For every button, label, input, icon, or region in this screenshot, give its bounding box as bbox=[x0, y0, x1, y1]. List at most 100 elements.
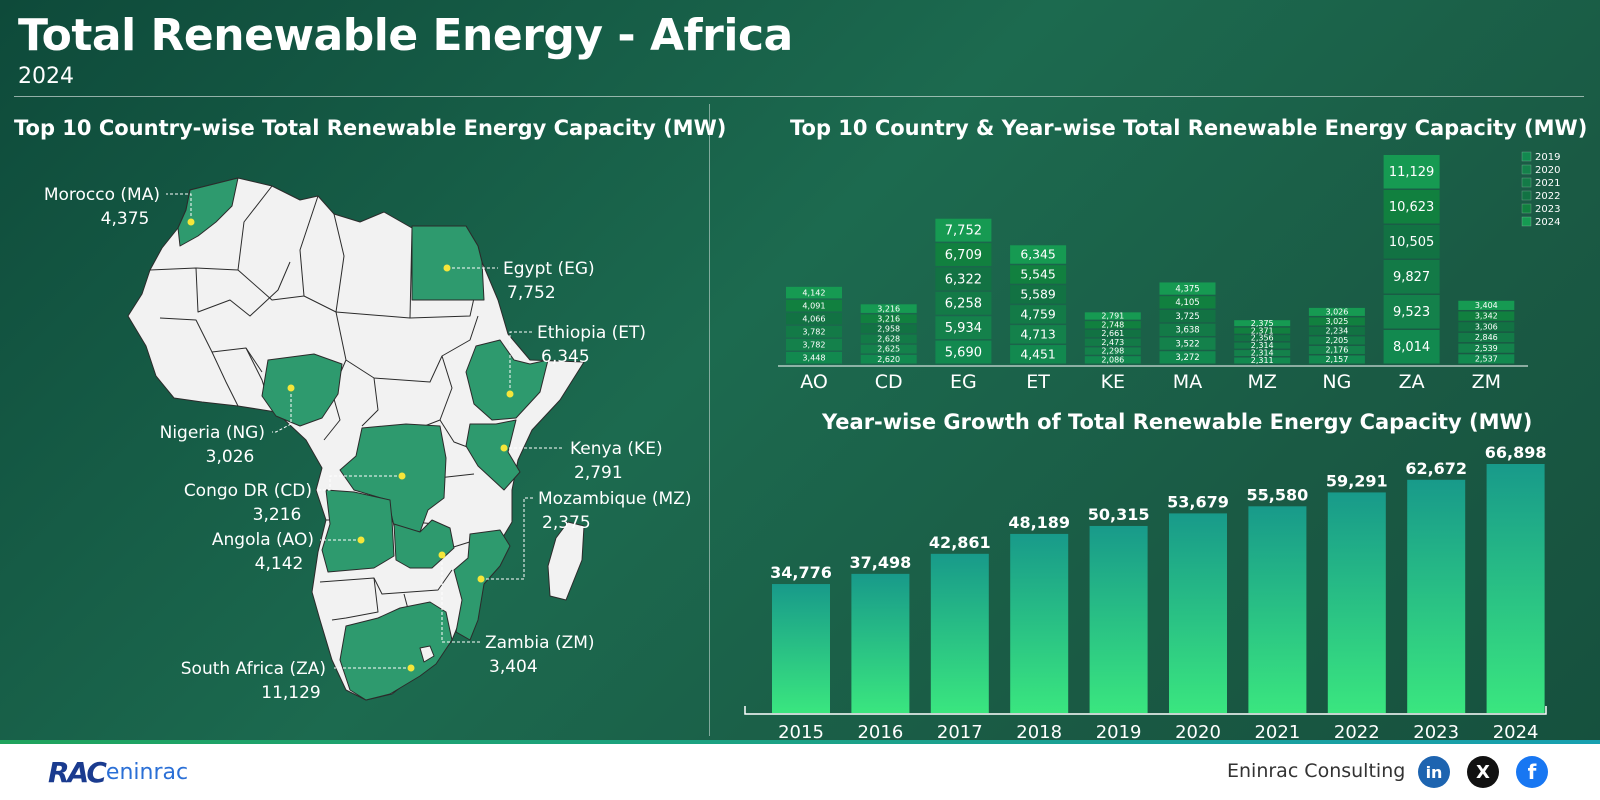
country-marker bbox=[357, 536, 365, 544]
stacked-segment-label: 5,545 bbox=[1020, 267, 1055, 282]
country-value-label: 3,216 bbox=[253, 505, 302, 525]
growth-year-label: 2024 bbox=[1493, 722, 1539, 743]
stacked-segment-label: 5,690 bbox=[945, 345, 982, 360]
leader-line bbox=[318, 475, 397, 491]
stacked-bar-segment bbox=[786, 338, 842, 351]
stacked-segment-label: 9,523 bbox=[1393, 305, 1430, 320]
growth-value-label: 42,861 bbox=[929, 533, 991, 552]
growth-bar bbox=[1169, 513, 1227, 713]
stacked-segment-label: 4,066 bbox=[802, 313, 825, 323]
growth-bar bbox=[1486, 464, 1545, 713]
map-label-kenya-ke: Kenya (KE) 2,791 bbox=[500, 439, 663, 483]
stacked-segment-label: 2,371 bbox=[1251, 326, 1274, 335]
stacked-bar-segment bbox=[1458, 300, 1515, 310]
country-ethiopia bbox=[465, 339, 549, 421]
stacked-segment-label: 3,782 bbox=[802, 326, 825, 336]
stacked-segment-label: 3,342 bbox=[1475, 312, 1498, 321]
growth-x-axis bbox=[744, 706, 1547, 715]
growth-bar bbox=[772, 584, 830, 713]
growth-value-label: 50,315 bbox=[1088, 505, 1150, 524]
growth-year-label: 2019 bbox=[1096, 722, 1142, 743]
page-subtitle: 2024 bbox=[18, 64, 74, 89]
panel-divider bbox=[709, 104, 710, 736]
brand-logo-rac: RAC bbox=[48, 755, 107, 789]
stacked-segment-label: 11,129 bbox=[1389, 165, 1435, 180]
map-label-congo-dr-cd: Congo DR (CD) 3,216 bbox=[184, 472, 406, 525]
stacked-segment-label: 3,216 bbox=[877, 304, 900, 313]
map-annotations: Morocco (MA) 4,375 Egypt (EG) 7,752 Ethiopia… bbox=[44, 185, 692, 703]
stacked-bar-segment bbox=[1383, 225, 1440, 259]
legend-swatch bbox=[1521, 164, 1532, 175]
country-name-label: Morocco (MA) bbox=[44, 185, 160, 205]
leader-line bbox=[509, 331, 532, 388]
growth-bar bbox=[1248, 506, 1307, 713]
stacked-bar-segment bbox=[1159, 309, 1216, 323]
stacked-bar-segment bbox=[1234, 357, 1291, 364]
growth-chart: 34,776 2015 37,498 2016 42,861 2017 48,189 2018… bbox=[744, 443, 1547, 743]
stacked-bar-segment bbox=[1010, 285, 1067, 304]
stacked-bar-segment bbox=[1159, 351, 1216, 364]
stacked-bar-segment bbox=[786, 286, 842, 299]
stacked-segment-label: 5,934 bbox=[945, 321, 982, 336]
legend-label: 2022 bbox=[1535, 191, 1560, 202]
growth-year-label: 2015 bbox=[778, 722, 824, 743]
x-icon[interactable]: X bbox=[1467, 756, 1499, 788]
stacked-category-label: NG bbox=[1322, 371, 1351, 393]
country-name-label: Mozambique (MZ) bbox=[538, 489, 692, 509]
legend-swatch bbox=[1521, 151, 1532, 162]
stacked-category-label: ZA bbox=[1399, 371, 1425, 393]
country-south-africa bbox=[339, 601, 453, 701]
facebook-icon[interactable]: f bbox=[1516, 756, 1548, 788]
country-value-label: 2,375 bbox=[542, 513, 591, 533]
stacked-bar-segment bbox=[1234, 350, 1291, 357]
stacked-bar-segment bbox=[935, 291, 992, 315]
country-marker bbox=[407, 664, 415, 672]
stacked-segment-label: 6,709 bbox=[945, 248, 982, 263]
stacked-segment-label: 3,216 bbox=[877, 314, 900, 323]
stacked-bar-segment bbox=[1308, 345, 1365, 354]
legend-swatch bbox=[1521, 203, 1532, 214]
page-title: Total Renewable Energy - Africa bbox=[18, 10, 793, 61]
country-name-label: Egypt (EG) bbox=[503, 259, 595, 279]
country-value-label: 2,791 bbox=[574, 463, 623, 483]
visualization-canvas: Morocco (MA) 4,375 Egypt (EG) 7,752 Ethiopia… bbox=[44, 151, 1560, 743]
stacked-segment-label: 2,628 bbox=[877, 335, 900, 344]
stacked-bar-segment bbox=[1458, 354, 1515, 364]
leader-line bbox=[166, 193, 192, 216]
stacked-bar-segment bbox=[1084, 312, 1141, 320]
stacked-bar-segment bbox=[1458, 332, 1515, 343]
growth-bar bbox=[1407, 479, 1466, 713]
stacked-segment-label: 4,375 bbox=[1175, 284, 1199, 294]
stacked-bar-segment bbox=[1159, 337, 1216, 350]
stacked-bar-segment bbox=[1084, 321, 1141, 329]
country-marker bbox=[443, 264, 451, 272]
stacked-category-label: MA bbox=[1173, 371, 1202, 393]
growth-year-label: 2017 bbox=[937, 722, 983, 743]
growth-year-label: 2023 bbox=[1413, 722, 1459, 743]
legend-swatch bbox=[1521, 177, 1532, 188]
growth-bar bbox=[851, 573, 910, 713]
linkedin-icon[interactable]: in bbox=[1418, 756, 1450, 788]
map-label-zambia-zm: Zambia (ZM) 3,404 bbox=[438, 551, 595, 677]
stacked-segment-label: 2,205 bbox=[1325, 336, 1348, 345]
stacked-bar-segment bbox=[860, 314, 917, 324]
country-name-label: South Africa (ZA) bbox=[181, 659, 326, 679]
stacked-bar-segment bbox=[1308, 307, 1365, 316]
stacked-bar-segment bbox=[1234, 342, 1291, 349]
growth-value-label: 59,291 bbox=[1326, 471, 1388, 490]
stacked-segment-label: 2,620 bbox=[877, 355, 900, 364]
stacked-segment-label: 2,356 bbox=[1251, 334, 1274, 343]
stacked-segment-label: 2,314 bbox=[1251, 349, 1274, 358]
country-name-label: Angola (AO) bbox=[212, 530, 314, 550]
leader-line bbox=[272, 394, 292, 433]
growth-value-label: 37,498 bbox=[850, 553, 912, 572]
growth-value-label: 53,679 bbox=[1167, 492, 1229, 511]
stacked-segment-label: 5,589 bbox=[1020, 287, 1056, 302]
stacked-segment-label: 10,623 bbox=[1389, 200, 1435, 215]
stacked-segment-label: 3,725 bbox=[1175, 312, 1199, 322]
stacked-bar-segment bbox=[1084, 356, 1141, 364]
stacked-bar-segment bbox=[1458, 343, 1515, 353]
stacked-bar-segment bbox=[1010, 265, 1067, 284]
stacked-chart: 3,4483,7823,7824,0664,0914,142AO2,6202,6… bbox=[778, 151, 1560, 393]
country-value-label: 7,752 bbox=[507, 283, 556, 303]
